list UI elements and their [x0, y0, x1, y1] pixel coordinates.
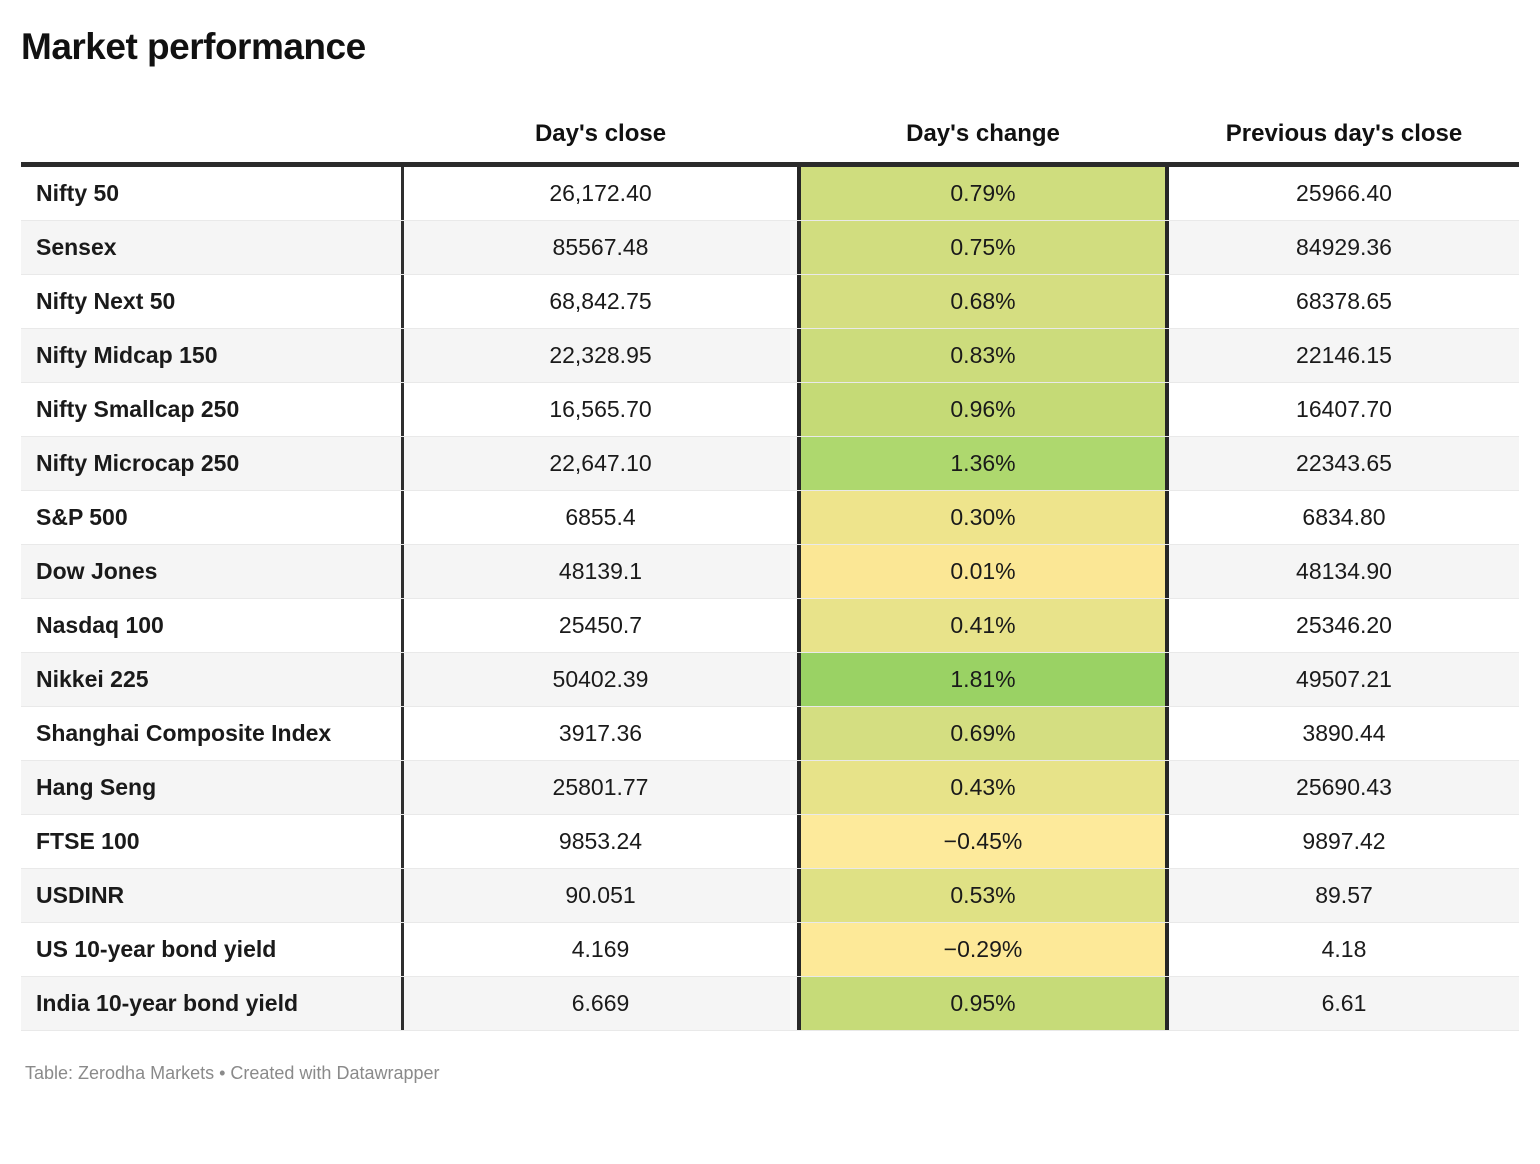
days-change-value: 0.30%	[797, 491, 1169, 544]
previous-close-value: 6.61	[1321, 990, 1367, 1016]
page-title: Market performance	[21, 26, 366, 67]
row-label: Shanghai Composite Index	[21, 707, 404, 760]
row-label: Nifty Midcap 150	[21, 329, 404, 382]
row-label: Hang Seng	[21, 761, 404, 814]
days-close-value: 50402.39	[552, 666, 649, 692]
days-change-value: 0.53%	[797, 869, 1169, 922]
table-header-row: Day's close Day's change Previous day's …	[21, 120, 1519, 162]
row-label: FTSE 100	[21, 815, 404, 868]
days-change-value: 0.95%	[797, 977, 1169, 1030]
days-close-value: 6.669	[571, 990, 630, 1016]
days-close-value: 9853.24	[558, 828, 643, 854]
table-row: Nifty Microcap 250 22,647.10 1.36% 22343…	[21, 437, 1519, 491]
days-change-value: 0.69%	[797, 707, 1169, 760]
row-label: Nifty Next 50	[21, 275, 404, 328]
table-row: India 10-year bond yield 6.669 0.95% 6.6…	[21, 977, 1519, 1031]
days-close-value: 25801.77	[552, 774, 649, 800]
days-close-value: 22,647.10	[549, 450, 652, 476]
days-close-value: 16,565.70	[549, 396, 652, 422]
row-label: India 10-year bond yield	[21, 977, 404, 1030]
table-row: Shanghai Composite Index 3917.36 0.69% 3…	[21, 707, 1519, 761]
days-change-value: −0.45%	[797, 815, 1169, 868]
previous-close-value: 48134.90	[1296, 558, 1392, 584]
row-label: Nifty Microcap 250	[21, 437, 404, 490]
column-header-days-change: Day's change	[906, 120, 1060, 147]
row-label: Nifty Smallcap 250	[21, 383, 404, 436]
previous-close-value: 6834.80	[1302, 504, 1386, 530]
row-label: Dow Jones	[21, 545, 404, 598]
days-change-value: 0.43%	[797, 761, 1169, 814]
row-label: USDINR	[21, 869, 404, 922]
table-body: Nifty 50 26,172.40 0.79% 25966.40 Sensex…	[21, 167, 1519, 1031]
table-row: USDINR 90.051 0.53% 89.57	[21, 869, 1519, 923]
days-close-value: 85567.48	[552, 234, 649, 260]
previous-close-value: 3890.44	[1302, 720, 1386, 746]
previous-close-value: 25966.40	[1296, 180, 1392, 206]
days-close-value: 4.169	[571, 936, 630, 962]
market-performance-page: Market performance Day's close Day's cha…	[21, 26, 1519, 1083]
previous-close-value: 84929.36	[1296, 234, 1392, 260]
table-row: Nasdaq 100 25450.7 0.41% 25346.20	[21, 599, 1519, 653]
previous-close-value: 4.18	[1321, 936, 1367, 962]
table-row: Nikkei 225 50402.39 1.81% 49507.21	[21, 653, 1519, 707]
table-row: Sensex 85567.48 0.75% 84929.36	[21, 221, 1519, 275]
previous-close-value: 49507.21	[1296, 666, 1392, 692]
days-change-value: 0.41%	[797, 599, 1169, 652]
table-row: Nifty Smallcap 250 16,565.70 0.96% 16407…	[21, 383, 1519, 437]
days-close-value: 6855.4	[565, 504, 636, 530]
previous-close-value: 89.57	[1315, 882, 1373, 908]
days-change-value: 0.79%	[797, 167, 1169, 220]
row-label: Sensex	[21, 221, 404, 274]
market-table: Day's close Day's change Previous day's …	[21, 120, 1519, 1031]
previous-close-value: 25690.43	[1296, 774, 1392, 800]
table-row: Hang Seng 25801.77 0.43% 25690.43	[21, 761, 1519, 815]
table-row: S&P 500 6855.4 0.30% 6834.80	[21, 491, 1519, 545]
attribution-footer: Table: Zerodha Markets • Created with Da…	[25, 1063, 440, 1083]
table-row: Nifty Next 50 68,842.75 0.68% 68378.65	[21, 275, 1519, 329]
days-change-value: 0.75%	[797, 221, 1169, 274]
days-change-value: 1.81%	[797, 653, 1169, 706]
row-label: Nasdaq 100	[21, 599, 404, 652]
row-label: S&P 500	[21, 491, 404, 544]
days-close-value: 3917.36	[558, 720, 643, 746]
table-row: US 10-year bond yield 4.169 −0.29% 4.18	[21, 923, 1519, 977]
table-row: Dow Jones 48139.1 0.01% 48134.90	[21, 545, 1519, 599]
days-change-value: 1.36%	[797, 437, 1169, 490]
days-change-value: 0.96%	[797, 383, 1169, 436]
days-change-value: 0.01%	[797, 545, 1169, 598]
days-close-value: 22,328.95	[549, 342, 652, 368]
previous-close-value: 22146.15	[1296, 342, 1392, 368]
column-header-days-close: Day's close	[534, 120, 667, 147]
previous-close-value: 68378.65	[1296, 288, 1392, 314]
days-close-value: 48139.1	[558, 558, 643, 584]
days-change-value: 0.68%	[797, 275, 1169, 328]
days-change-value: −0.29%	[797, 923, 1169, 976]
row-label: US 10-year bond yield	[21, 923, 404, 976]
header-divider-rule	[21, 162, 1519, 167]
table-row: Nifty Midcap 150 22,328.95 0.83% 22146.1…	[21, 329, 1519, 383]
table-row: FTSE 100 9853.24 −0.45% 9897.42	[21, 815, 1519, 869]
days-change-value: 0.83%	[797, 329, 1169, 382]
days-close-value: 25450.7	[558, 612, 643, 638]
days-close-value: 90.051	[565, 882, 636, 908]
previous-close-value: 22343.65	[1296, 450, 1392, 476]
column-header-previous-close: Previous day's close	[1225, 120, 1463, 147]
previous-close-value: 25346.20	[1296, 612, 1392, 638]
previous-close-value: 16407.70	[1296, 396, 1392, 422]
row-label: Nifty 50	[21, 167, 404, 220]
previous-close-value: 9897.42	[1302, 828, 1386, 854]
row-label: Nikkei 225	[21, 653, 404, 706]
days-close-value: 26,172.40	[549, 180, 652, 206]
days-close-value: 68,842.75	[549, 288, 652, 314]
table-row: Nifty 50 26,172.40 0.79% 25966.40	[21, 167, 1519, 221]
